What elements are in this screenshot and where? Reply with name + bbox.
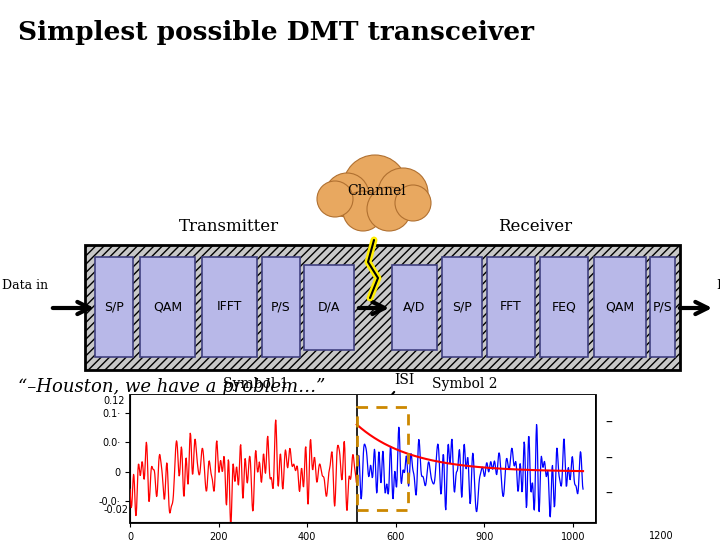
Text: -0.02: -0.02 [104,505,128,515]
Text: S/P: S/P [104,300,124,314]
Circle shape [378,168,428,218]
Text: D/A: D/A [318,301,340,314]
Bar [540,257,588,357]
Text: P/S: P/S [652,300,672,314]
Text: P/S: P/S [271,300,291,314]
Circle shape [325,173,369,217]
Text: Channel: Channel [348,184,406,198]
Bar [95,257,133,357]
Bar [202,257,257,357]
Text: FEQ: FEQ [552,300,577,314]
Text: Symbol 1: Symbol 1 [222,377,289,391]
Circle shape [317,181,353,217]
Circle shape [343,191,383,231]
Bar [356,407,408,510]
Text: A/D: A/D [403,301,426,314]
Bar [594,257,646,357]
Text: Receiver: Receiver [498,218,572,235]
Circle shape [343,155,407,219]
Bar [650,257,675,357]
Bar [304,265,354,350]
Bar [130,395,595,522]
Text: S/P: S/P [452,300,472,314]
Text: FFT: FFT [500,300,522,314]
Bar [140,257,195,357]
Text: Simplest possible DMT transceiver: Simplest possible DMT transceiver [18,20,534,45]
Text: “–Houston, we have a problem…”: “–Houston, we have a problem…” [18,378,325,396]
Circle shape [395,185,431,221]
Text: 1200: 1200 [649,531,674,540]
Text: IFFT: IFFT [217,300,242,314]
Circle shape [367,187,411,231]
Text: 0.12: 0.12 [104,396,125,406]
Text: Data in: Data in [2,279,48,292]
Text: Data out: Data out [717,279,720,292]
Text: QAM: QAM [606,300,634,314]
Text: Symbol 2: Symbol 2 [432,377,498,391]
Text: QAM: QAM [153,300,182,314]
Text: –: – [605,416,612,430]
Text: –: – [605,487,612,501]
Bar [487,257,535,357]
Text: Transmitter: Transmitter [179,218,279,235]
Bar [262,257,300,357]
Bar [392,265,437,350]
Bar [442,257,482,357]
Text: –: – [605,451,612,465]
Text: ISI: ISI [385,373,414,403]
Bar [85,245,680,370]
